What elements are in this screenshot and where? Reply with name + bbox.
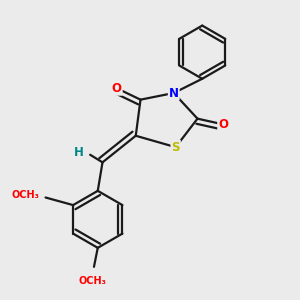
Text: H: H (74, 146, 84, 159)
Text: O: O (218, 118, 228, 131)
Text: N: N (169, 86, 179, 100)
Text: O: O (112, 82, 122, 95)
Text: OCH₃: OCH₃ (12, 190, 40, 200)
Text: S: S (171, 141, 180, 154)
Text: OCH₃: OCH₃ (78, 276, 106, 286)
